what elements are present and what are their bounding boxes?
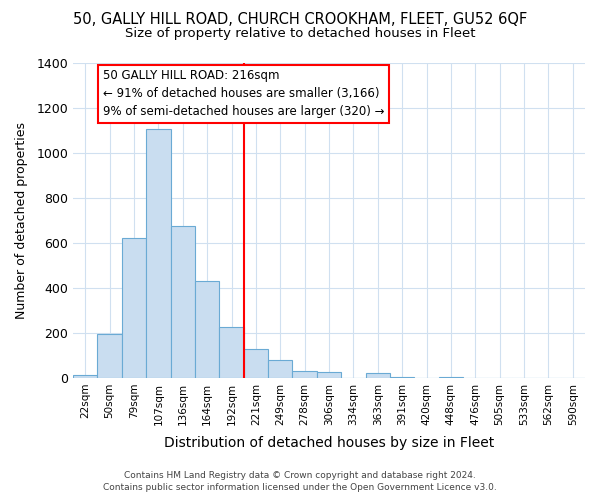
Bar — [73, 374, 97, 378]
Bar — [122, 238, 146, 378]
X-axis label: Distribution of detached houses by size in Fleet: Distribution of detached houses by size … — [164, 436, 494, 450]
Bar — [97, 334, 122, 378]
Bar — [195, 281, 220, 378]
Bar — [146, 129, 170, 378]
Bar — [365, 374, 390, 378]
Bar — [439, 377, 463, 378]
Bar — [317, 372, 341, 378]
Bar — [220, 327, 244, 378]
Text: Size of property relative to detached houses in Fleet: Size of property relative to detached ho… — [125, 28, 475, 40]
Y-axis label: Number of detached properties: Number of detached properties — [15, 122, 28, 318]
Bar — [292, 371, 317, 378]
Text: Contains HM Land Registry data © Crown copyright and database right 2024.
Contai: Contains HM Land Registry data © Crown c… — [103, 471, 497, 492]
Text: 50 GALLY HILL ROAD: 216sqm
← 91% of detached houses are smaller (3,166)
9% of se: 50 GALLY HILL ROAD: 216sqm ← 91% of deta… — [103, 70, 385, 118]
Bar — [268, 360, 292, 378]
Bar — [170, 226, 195, 378]
Bar — [244, 348, 268, 378]
Text: 50, GALLY HILL ROAD, CHURCH CROOKHAM, FLEET, GU52 6QF: 50, GALLY HILL ROAD, CHURCH CROOKHAM, FL… — [73, 12, 527, 28]
Bar — [390, 377, 415, 378]
